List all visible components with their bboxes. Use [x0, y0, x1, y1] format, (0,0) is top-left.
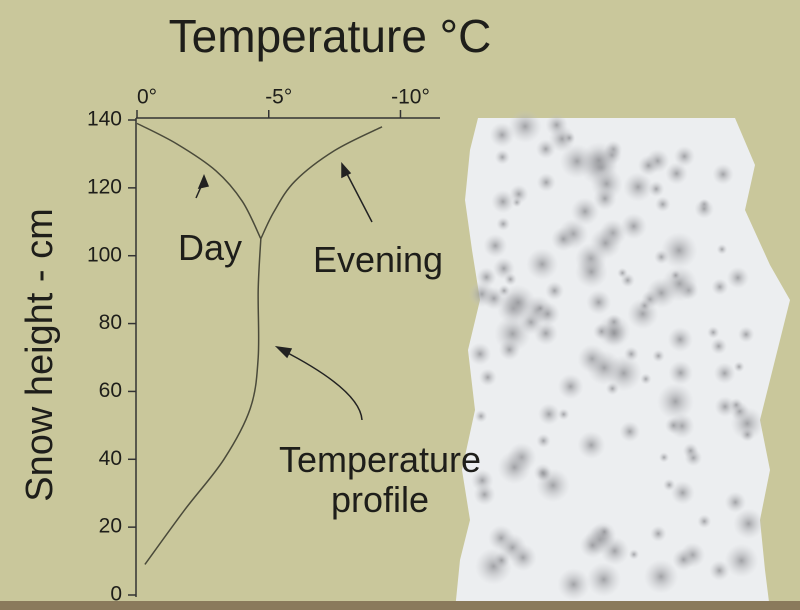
snow-blob — [711, 278, 728, 295]
snow-blob — [738, 326, 755, 343]
snow-blob — [650, 525, 666, 541]
snow-blob — [694, 199, 714, 219]
snow-blob — [475, 410, 488, 423]
snow-blob — [717, 244, 728, 255]
snow-blob — [586, 562, 621, 597]
snow-blob — [536, 434, 550, 448]
snow-blob — [655, 196, 671, 212]
snow-blob — [537, 173, 556, 192]
snow-blob — [670, 270, 681, 281]
snow-blob — [707, 326, 719, 338]
snow-blob — [538, 403, 560, 425]
x-tick-label: 0° — [137, 86, 157, 109]
snow-blob — [557, 568, 590, 601]
snow-blob — [644, 559, 678, 593]
snow-blob — [659, 452, 669, 462]
y-tick-label: 120 — [87, 175, 122, 198]
snow-blob — [629, 549, 640, 560]
snow-blob — [563, 132, 575, 144]
x-tick-label: -10° — [391, 86, 430, 109]
snow-blob — [674, 146, 695, 167]
snow-blob — [683, 443, 699, 459]
snow-blob — [652, 350, 665, 363]
y-tick-label: 100 — [87, 243, 122, 266]
snow-blob — [593, 187, 617, 211]
snow-blob — [621, 213, 647, 239]
snow-blob — [712, 164, 733, 185]
snow-blob — [727, 267, 749, 289]
snow-blob — [495, 150, 510, 165]
snow-blob — [526, 248, 558, 280]
series-label: Evening — [278, 240, 478, 280]
y-tick-label: 0 — [110, 583, 122, 606]
snow-blob — [667, 327, 692, 352]
snow-blob — [509, 544, 536, 571]
snow-blob — [657, 383, 694, 420]
series-label: Day — [150, 228, 270, 268]
snow-blob — [623, 172, 653, 202]
snow-blob — [545, 281, 564, 300]
snow-blob — [733, 508, 764, 539]
snow-blob — [590, 227, 622, 259]
snow-blob — [714, 362, 736, 384]
page: Temperature °C Snow height - cm 0 20 40 60 8… — [0, 0, 800, 610]
snow-blob — [508, 110, 542, 144]
snow-blob — [545, 114, 568, 137]
y-axis-label: Snow height - cm — [19, 208, 61, 502]
snow-blob — [617, 268, 628, 279]
snow-blob — [729, 398, 743, 412]
snow-blob — [558, 374, 584, 400]
arrows — [196, 164, 372, 420]
y-tick-label: 60 — [99, 379, 122, 402]
snow-blob — [577, 431, 605, 459]
snow-blob — [697, 514, 711, 528]
snow-blob — [619, 421, 640, 442]
snow-blob — [469, 343, 492, 366]
snow-blob — [601, 321, 626, 346]
snow-blob — [710, 338, 727, 355]
snow-blob — [663, 479, 675, 491]
y-tick-label: 40 — [99, 447, 122, 470]
y-tick-label: 20 — [99, 515, 122, 538]
line — [137, 123, 261, 238]
snow-blob — [504, 273, 517, 286]
snow-blob — [483, 234, 507, 258]
snow-blob — [534, 463, 553, 482]
snow-blob — [551, 227, 576, 252]
snow-blob — [498, 285, 510, 297]
snow-blob — [575, 255, 608, 288]
snow-blob — [668, 360, 693, 385]
snow-blob — [598, 525, 611, 538]
snow-blob — [535, 303, 546, 314]
snow-blob — [709, 560, 730, 581]
snow-blob — [586, 290, 611, 315]
x-tick-label: -5° — [265, 86, 292, 109]
y-tick-label: 140 — [87, 108, 122, 131]
y-tick-label: 80 — [99, 311, 122, 334]
snow-blob — [661, 232, 698, 269]
line — [261, 127, 382, 239]
chart-title: Temperature °C — [169, 10, 492, 62]
snow-blob — [734, 361, 745, 372]
snow-blob — [499, 339, 521, 361]
snow-blob — [580, 142, 617, 179]
snow-blob — [740, 428, 754, 442]
snow-blob — [496, 217, 510, 231]
snow-blob — [646, 278, 677, 309]
series-label: Temperature profile — [235, 440, 525, 520]
snow-blob — [587, 350, 622, 385]
snow-blob — [509, 185, 528, 204]
snow-blob — [479, 368, 497, 386]
snow-blob — [536, 139, 556, 159]
